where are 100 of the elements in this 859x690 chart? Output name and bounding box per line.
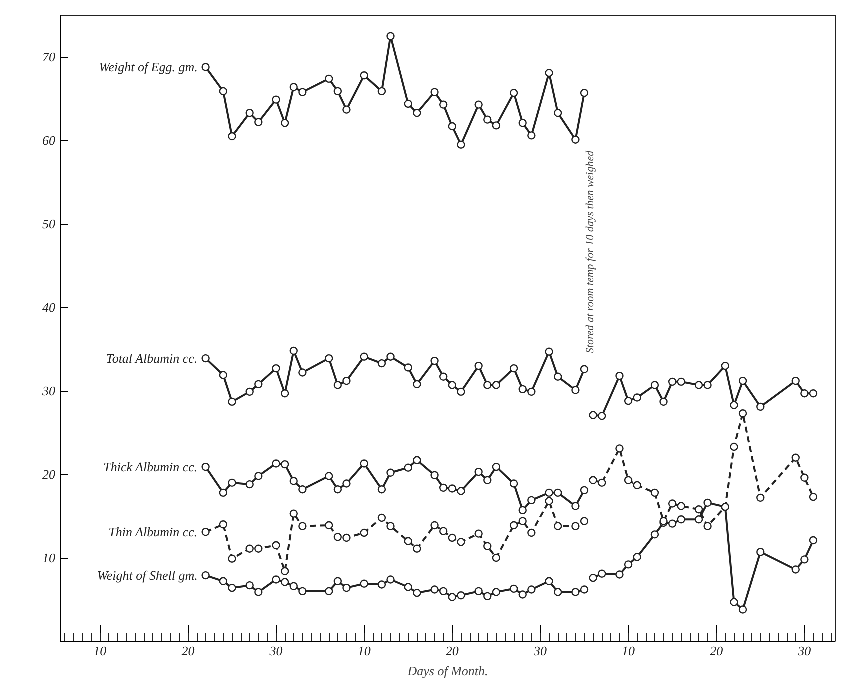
point — [342, 106, 351, 114]
point — [677, 516, 686, 524]
point — [633, 553, 642, 562]
point — [430, 356, 439, 366]
point — [484, 116, 492, 124]
point — [378, 514, 386, 522]
point — [730, 401, 738, 410]
point — [792, 376, 800, 386]
point — [298, 587, 307, 596]
point — [386, 352, 395, 361]
x-axis-title: Days of Month. — [406, 664, 488, 678]
point — [474, 530, 483, 538]
point — [430, 471, 439, 480]
point — [668, 378, 677, 386]
point — [545, 69, 554, 78]
point — [809, 390, 818, 398]
point — [290, 510, 298, 518]
point — [360, 580, 368, 588]
point — [202, 63, 210, 72]
point — [386, 32, 395, 40]
point — [660, 398, 668, 406]
point — [792, 566, 800, 574]
point — [694, 381, 704, 390]
point — [430, 88, 439, 96]
point — [360, 528, 368, 538]
point — [280, 578, 290, 586]
point — [510, 364, 518, 373]
point — [572, 386, 580, 394]
point — [484, 592, 492, 601]
point — [246, 388, 254, 396]
point — [694, 516, 704, 524]
point — [474, 362, 483, 370]
point — [616, 570, 624, 579]
point — [439, 372, 448, 382]
y-tick-label: 70 — [42, 50, 56, 65]
point — [528, 132, 536, 140]
point — [448, 484, 457, 493]
point — [413, 380, 422, 389]
point — [280, 567, 290, 576]
point — [404, 537, 412, 546]
x-tick-label: 20 — [446, 644, 460, 658]
point — [528, 388, 536, 396]
point — [334, 486, 342, 494]
point — [219, 577, 228, 586]
point — [554, 522, 562, 530]
point — [545, 488, 554, 498]
point — [325, 587, 334, 596]
point — [518, 590, 527, 599]
point — [650, 381, 660, 390]
point — [572, 588, 580, 596]
point — [246, 480, 254, 489]
point — [272, 96, 280, 104]
point — [219, 520, 228, 529]
point — [580, 586, 589, 594]
point — [510, 89, 518, 98]
point — [378, 87, 386, 96]
point — [290, 83, 298, 92]
point — [413, 588, 422, 598]
point — [554, 488, 562, 498]
point — [280, 460, 290, 469]
point — [616, 444, 624, 453]
point — [378, 359, 386, 368]
point — [572, 136, 580, 144]
point — [386, 522, 395, 530]
point — [439, 100, 448, 109]
x-tick-label: 10 — [622, 644, 636, 658]
point — [598, 478, 606, 488]
point — [246, 581, 254, 590]
series-label: Weight of Shell gm. — [97, 568, 198, 584]
y-tick-label: 20 — [42, 467, 56, 482]
x-tick-label: 30 — [268, 644, 284, 658]
point — [334, 87, 342, 96]
point — [580, 365, 589, 374]
point — [518, 517, 527, 526]
point — [272, 460, 280, 468]
y-tick-label: 60 — [42, 133, 56, 148]
point — [554, 109, 562, 118]
point — [254, 380, 263, 389]
point — [484, 542, 492, 550]
series-label: Weight of Egg. gm. — [99, 60, 198, 75]
point — [668, 500, 677, 508]
point — [492, 554, 501, 562]
point — [694, 506, 704, 514]
point — [202, 462, 210, 472]
point — [580, 486, 589, 495]
point — [404, 583, 412, 592]
point — [474, 468, 483, 476]
point — [484, 476, 492, 484]
point — [342, 534, 351, 542]
point — [800, 474, 809, 482]
point — [624, 560, 633, 569]
x-tick-label: 30 — [532, 644, 548, 658]
point — [756, 494, 765, 502]
point — [298, 522, 307, 530]
point — [510, 584, 518, 594]
point — [430, 586, 439, 594]
point — [404, 100, 412, 108]
point — [246, 544, 254, 553]
x-tick-label: 20 — [182, 644, 196, 658]
point — [342, 584, 351, 592]
